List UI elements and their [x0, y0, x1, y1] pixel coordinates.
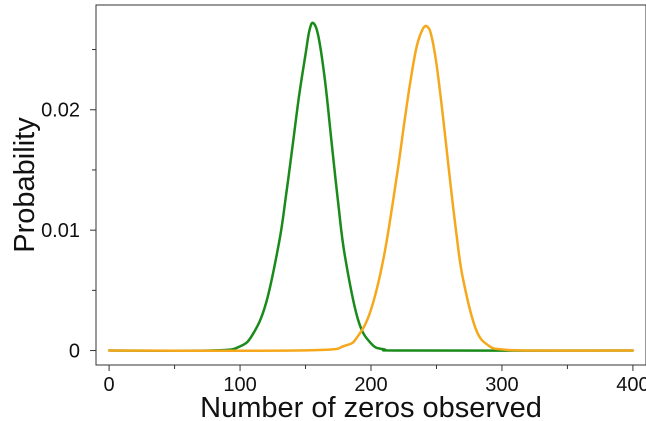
x-tick-label: 200: [354, 374, 387, 396]
tick-labels: 0 100 200 300 400 0 0.01 0.02: [41, 100, 646, 396]
y-tick-label: 0.01: [41, 220, 80, 242]
x-tick-label: 0: [104, 374, 115, 396]
axis-ticks: [90, 49, 634, 371]
x-tick-label: 300: [485, 374, 518, 396]
y-tick-label: 0.02: [41, 100, 80, 122]
y-tick-label: 0: [69, 341, 80, 363]
series-line-green: [107, 21, 635, 353]
y-axis-label: Probability: [9, 117, 41, 253]
series-group: [107, 21, 635, 353]
x-tick-label: 400: [616, 374, 646, 396]
x-tick-label: 100: [223, 374, 256, 396]
x-axis-label: Number of zeros observed: [200, 392, 542, 421]
series-line-orange: [107, 24, 635, 353]
